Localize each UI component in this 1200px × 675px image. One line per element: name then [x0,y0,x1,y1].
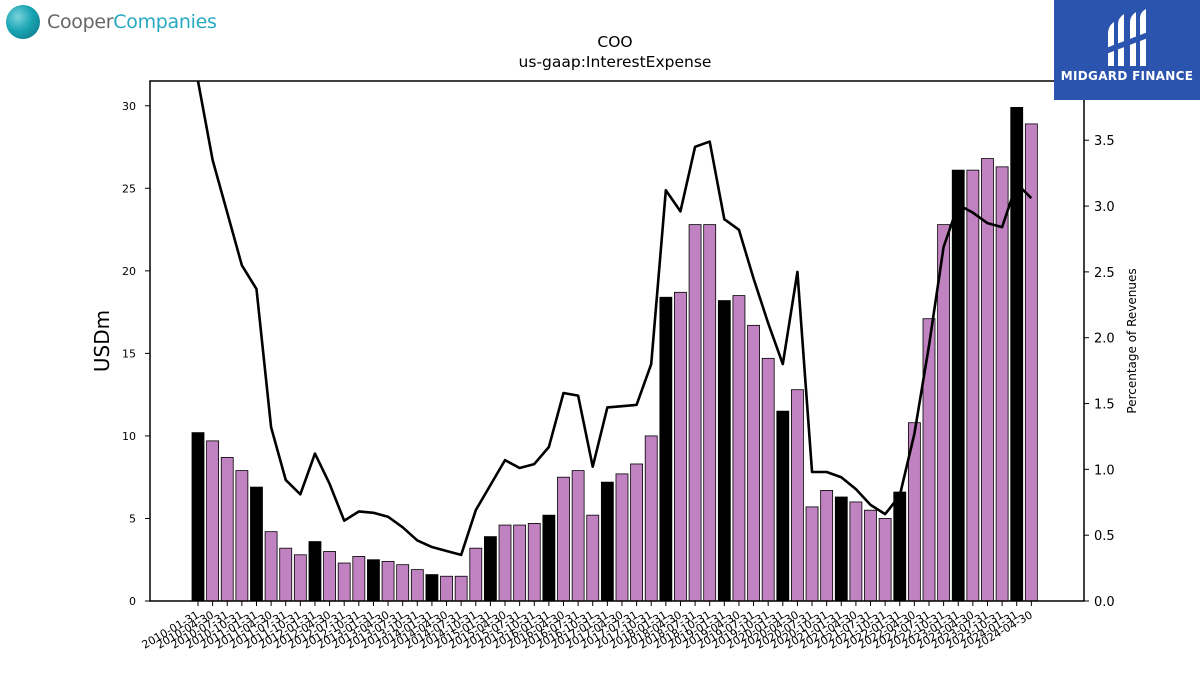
y-tick-label: 30 [122,100,136,113]
bar [1010,107,1024,602]
chart-subtitle: us-gaap:InterestExpense [519,53,712,71]
bar [864,509,877,602]
y2-tick-label: 1.0 [1094,463,1115,478]
bar [571,470,585,602]
y2-axis-label: Percentage of Revenues [1125,268,1139,413]
bar [732,295,746,602]
midgard-mark-icon [1106,9,1148,66]
bar [878,518,892,602]
bar [557,476,570,602]
bar [279,547,293,602]
bar [834,496,848,602]
revenue-percentage-line [196,80,1033,557]
bar [206,440,220,602]
bar [483,536,497,602]
bar [849,501,863,602]
bar [922,318,936,602]
bar [600,481,614,602]
bar [469,547,483,602]
y-axis-right: 0.0 0.5 1.0 1.5 2.0 2.5 3.0 3.5 [1084,134,1115,610]
chart-title: COO [597,33,632,51]
bar [264,531,278,602]
bar [308,541,322,602]
y-tick-label: 5 [129,512,136,525]
bar [293,554,307,602]
bar [717,300,731,602]
y-axis-label: USDm [90,310,114,372]
line-layer [196,80,1033,557]
bar [761,357,775,602]
globe-icon [6,5,40,39]
bar [337,562,351,602]
bar [498,524,512,602]
y2-tick-label: 3.0 [1094,200,1115,215]
bar [191,432,205,602]
y-axis-left: 0 5 10 15 20 25 30 [122,100,150,608]
y2-tick-label: 3.5 [1094,134,1115,149]
bar [250,486,263,602]
y-tick-label: 0 [129,595,136,608]
y-tick-label: 15 [122,347,136,360]
bar [454,575,468,602]
y2-tick-label: 0.0 [1094,595,1115,610]
bar [820,489,834,602]
bar [893,491,907,602]
y2-tick-label: 1.5 [1094,398,1115,413]
bar [440,575,453,602]
bar [542,514,556,602]
y-tick-label: 20 [122,265,136,278]
bar [235,470,249,602]
bar [995,166,1009,602]
bar [688,224,702,602]
y2-tick-label: 2.0 [1094,332,1115,347]
bars-layer [191,107,1038,602]
bar [615,473,629,602]
midgard-finance-logo: MIDGARD FINANCE [1054,0,1200,100]
bar [644,435,658,602]
bar [527,523,541,602]
y-tick-label: 25 [122,182,136,195]
bar [791,389,804,602]
y2-tick-label: 2.5 [1094,266,1115,281]
bar [630,463,643,602]
brand-name: MIDGARD FINANCE [1060,69,1194,83]
bar [513,524,527,602]
bar [586,514,600,602]
bar [659,296,673,602]
bar [352,556,366,602]
x-axis: 2010-01-312010-04-302010-07-312010-10-31… [140,601,1035,652]
bar [805,506,819,602]
bar [396,564,410,602]
coopercompanies-logo: CooperCompanies [6,5,217,39]
y2-tick-label: 0.5 [1094,529,1115,544]
bar [367,559,380,602]
logo-wordmark: CooperCompanies [47,11,217,33]
bar [966,169,980,602]
bar [747,324,760,602]
bar [703,224,717,602]
bar [381,560,395,602]
bar [323,551,336,602]
bar [425,574,439,602]
y-tick-label: 10 [122,430,136,443]
bar [674,291,687,602]
bar [951,169,965,602]
bar [220,456,234,602]
bar [776,410,790,602]
bar [410,569,424,602]
plot-frame [149,80,1085,602]
